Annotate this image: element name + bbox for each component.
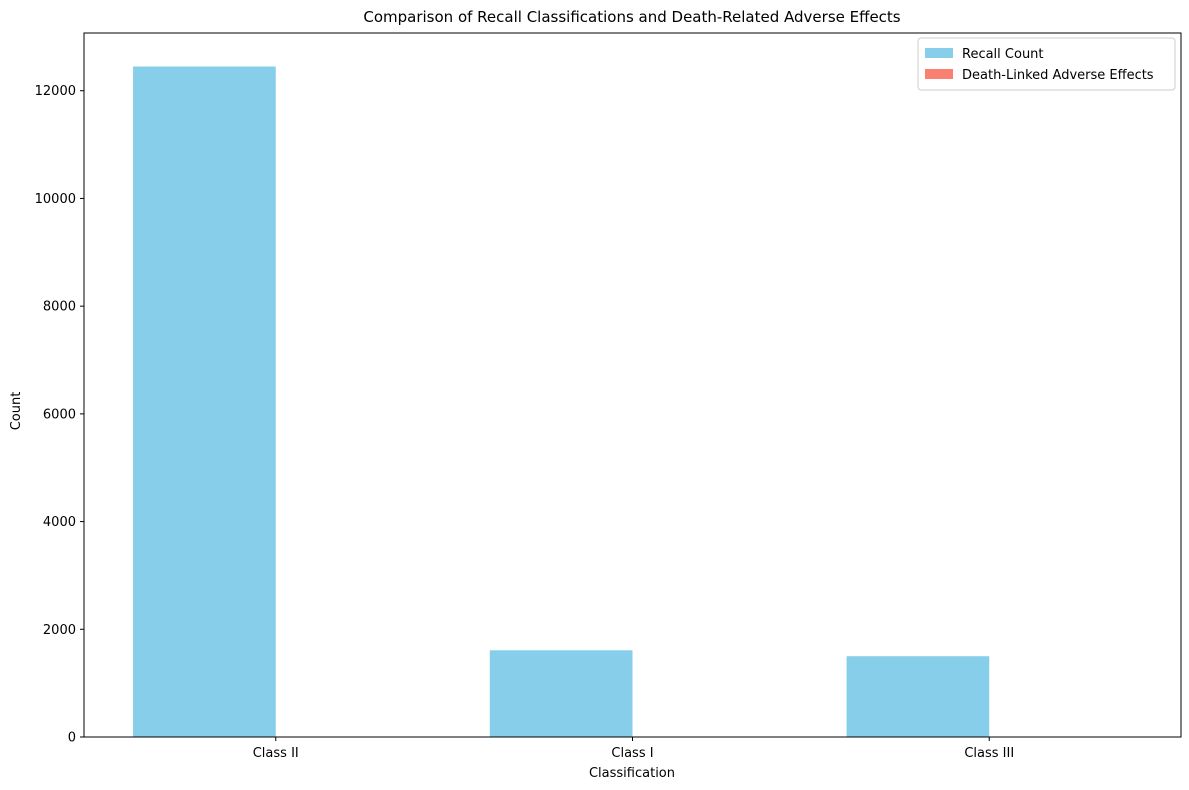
legend-label: Death-Linked Adverse Effects: [962, 68, 1154, 83]
legend-swatch: [925, 69, 953, 79]
bar-recall-count-class-iii: [846, 656, 990, 737]
x-tick-label: Class II: [253, 746, 299, 761]
y-axis-label: Count: [9, 392, 24, 431]
y-tick-label: 2000: [43, 623, 76, 638]
y-tick-label: 12000: [35, 84, 76, 99]
bar-recall-count-class-i: [489, 650, 633, 737]
legend-label: Recall Count: [962, 47, 1044, 62]
x-tick-label: Class I: [611, 746, 653, 761]
y-tick-label: 10000: [35, 192, 76, 207]
y-tick-label: 8000: [43, 300, 76, 315]
bar-recall-count-class-ii: [133, 66, 276, 737]
legend: Recall Count Death-Linked Adverse Effects: [917, 37, 1176, 91]
bars-group: [133, 66, 990, 737]
legend-swatch: [925, 48, 953, 58]
legend-box: [917, 37, 1176, 91]
chart-title: Comparison of Recall Classifications and…: [363, 8, 900, 26]
x-axis-label: Classification: [589, 766, 675, 781]
y-tick-label: 0: [68, 731, 76, 746]
y-tick-label: 6000: [43, 407, 76, 422]
axes-group: 0 2000 4000 6000 8000 10000 12000 Class II Class…: [35, 32, 1182, 761]
x-tick-label: Class III: [964, 746, 1014, 761]
y-tick-label: 4000: [43, 515, 76, 530]
